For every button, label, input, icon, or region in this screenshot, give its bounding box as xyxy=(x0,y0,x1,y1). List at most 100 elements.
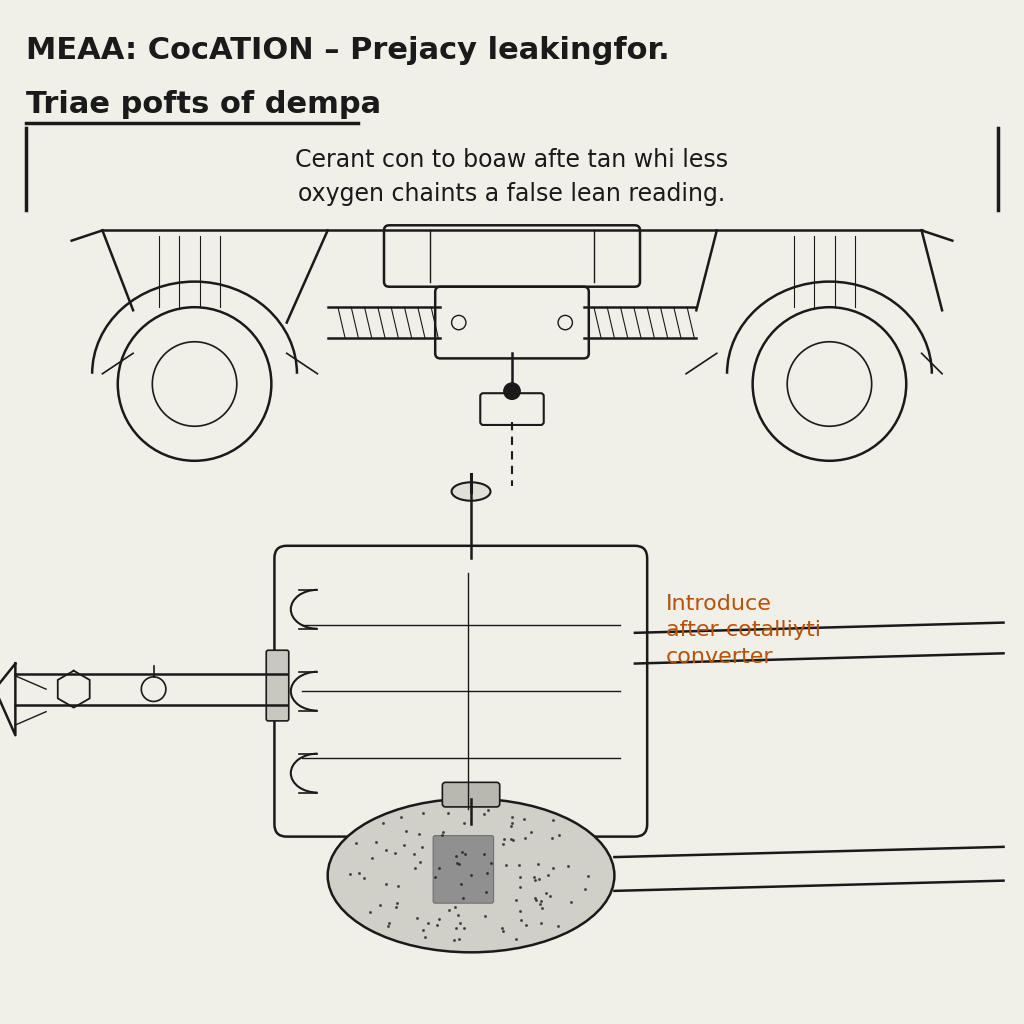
Point xyxy=(415,805,431,821)
Point xyxy=(580,868,596,885)
Point xyxy=(476,806,493,822)
Point xyxy=(451,931,467,947)
FancyBboxPatch shape xyxy=(433,836,494,903)
Point xyxy=(372,896,388,912)
Point xyxy=(517,829,534,846)
Point xyxy=(397,823,414,840)
Point xyxy=(512,903,528,920)
Point xyxy=(531,896,548,912)
Point xyxy=(347,835,364,851)
Point xyxy=(456,815,472,831)
Point xyxy=(411,826,427,843)
Point xyxy=(534,900,550,916)
Point xyxy=(527,890,544,906)
Point xyxy=(545,812,561,828)
Point xyxy=(511,879,527,895)
Point xyxy=(495,836,511,852)
Point xyxy=(368,835,384,851)
Point xyxy=(414,839,430,855)
Point xyxy=(563,894,580,910)
Point xyxy=(476,846,493,862)
Point xyxy=(420,915,436,932)
Point xyxy=(390,879,407,895)
Point xyxy=(508,892,524,908)
Point xyxy=(540,867,556,884)
Point xyxy=(410,910,426,927)
Text: Introduce
after сotalliyti
converter: Introduce after сotalliyti converter xyxy=(666,594,820,667)
Point xyxy=(395,837,412,853)
Point xyxy=(455,890,471,906)
Point xyxy=(378,876,394,892)
Point xyxy=(355,869,372,886)
Point xyxy=(530,856,547,872)
Point xyxy=(435,823,452,840)
Point xyxy=(495,920,511,936)
Point xyxy=(456,920,472,936)
Point xyxy=(417,929,433,945)
Point xyxy=(531,870,548,887)
Point xyxy=(511,856,527,872)
Text: Triae pofts of dempa: Triae pofts of dempa xyxy=(26,90,381,119)
Point xyxy=(503,817,519,834)
Point xyxy=(431,911,447,928)
Point xyxy=(503,830,519,847)
Ellipse shape xyxy=(328,799,614,952)
Ellipse shape xyxy=(452,482,490,501)
Point xyxy=(453,876,469,892)
Point xyxy=(504,815,520,831)
Point xyxy=(550,918,566,934)
Point xyxy=(431,860,447,877)
FancyBboxPatch shape xyxy=(442,782,500,807)
Point xyxy=(528,892,545,908)
Point xyxy=(381,914,397,931)
Point xyxy=(393,809,410,825)
Point xyxy=(454,844,470,860)
Point xyxy=(378,842,394,858)
Point xyxy=(544,829,560,846)
Point xyxy=(342,865,358,882)
Point xyxy=(451,856,467,872)
Point xyxy=(440,805,457,821)
Point xyxy=(499,856,515,872)
Point xyxy=(447,899,464,915)
Point xyxy=(513,912,529,929)
Point xyxy=(523,824,540,841)
Point xyxy=(517,916,534,933)
Point xyxy=(504,809,520,825)
Point xyxy=(364,850,380,866)
Point xyxy=(512,868,528,885)
Circle shape xyxy=(504,383,520,399)
Point xyxy=(477,884,494,900)
Point xyxy=(433,826,450,843)
Point xyxy=(479,802,496,818)
Point xyxy=(375,815,391,831)
Point xyxy=(532,893,549,909)
Point xyxy=(452,915,468,932)
Point xyxy=(415,922,431,938)
Point xyxy=(477,907,494,924)
Point xyxy=(496,831,512,848)
Point xyxy=(351,864,368,881)
Point xyxy=(516,811,532,827)
Point xyxy=(380,918,396,934)
Point xyxy=(526,869,543,886)
Point xyxy=(526,871,543,888)
Point xyxy=(545,860,561,877)
Point xyxy=(450,907,466,924)
Point xyxy=(388,898,404,914)
Text: MEAA: CocATION – Prejacy leakingfor.: MEAA: CocATION – Prejacy leakingfor. xyxy=(26,36,670,65)
Point xyxy=(479,865,496,882)
Point xyxy=(447,920,464,936)
Point xyxy=(551,826,567,843)
Point xyxy=(457,846,473,862)
Point xyxy=(542,888,558,904)
Point xyxy=(406,846,422,862)
Point xyxy=(505,831,521,848)
Point xyxy=(559,858,575,874)
Point xyxy=(440,902,457,919)
Point xyxy=(449,855,465,871)
FancyBboxPatch shape xyxy=(266,650,289,721)
Point xyxy=(386,845,402,861)
Point xyxy=(427,868,443,885)
Point xyxy=(463,866,479,883)
